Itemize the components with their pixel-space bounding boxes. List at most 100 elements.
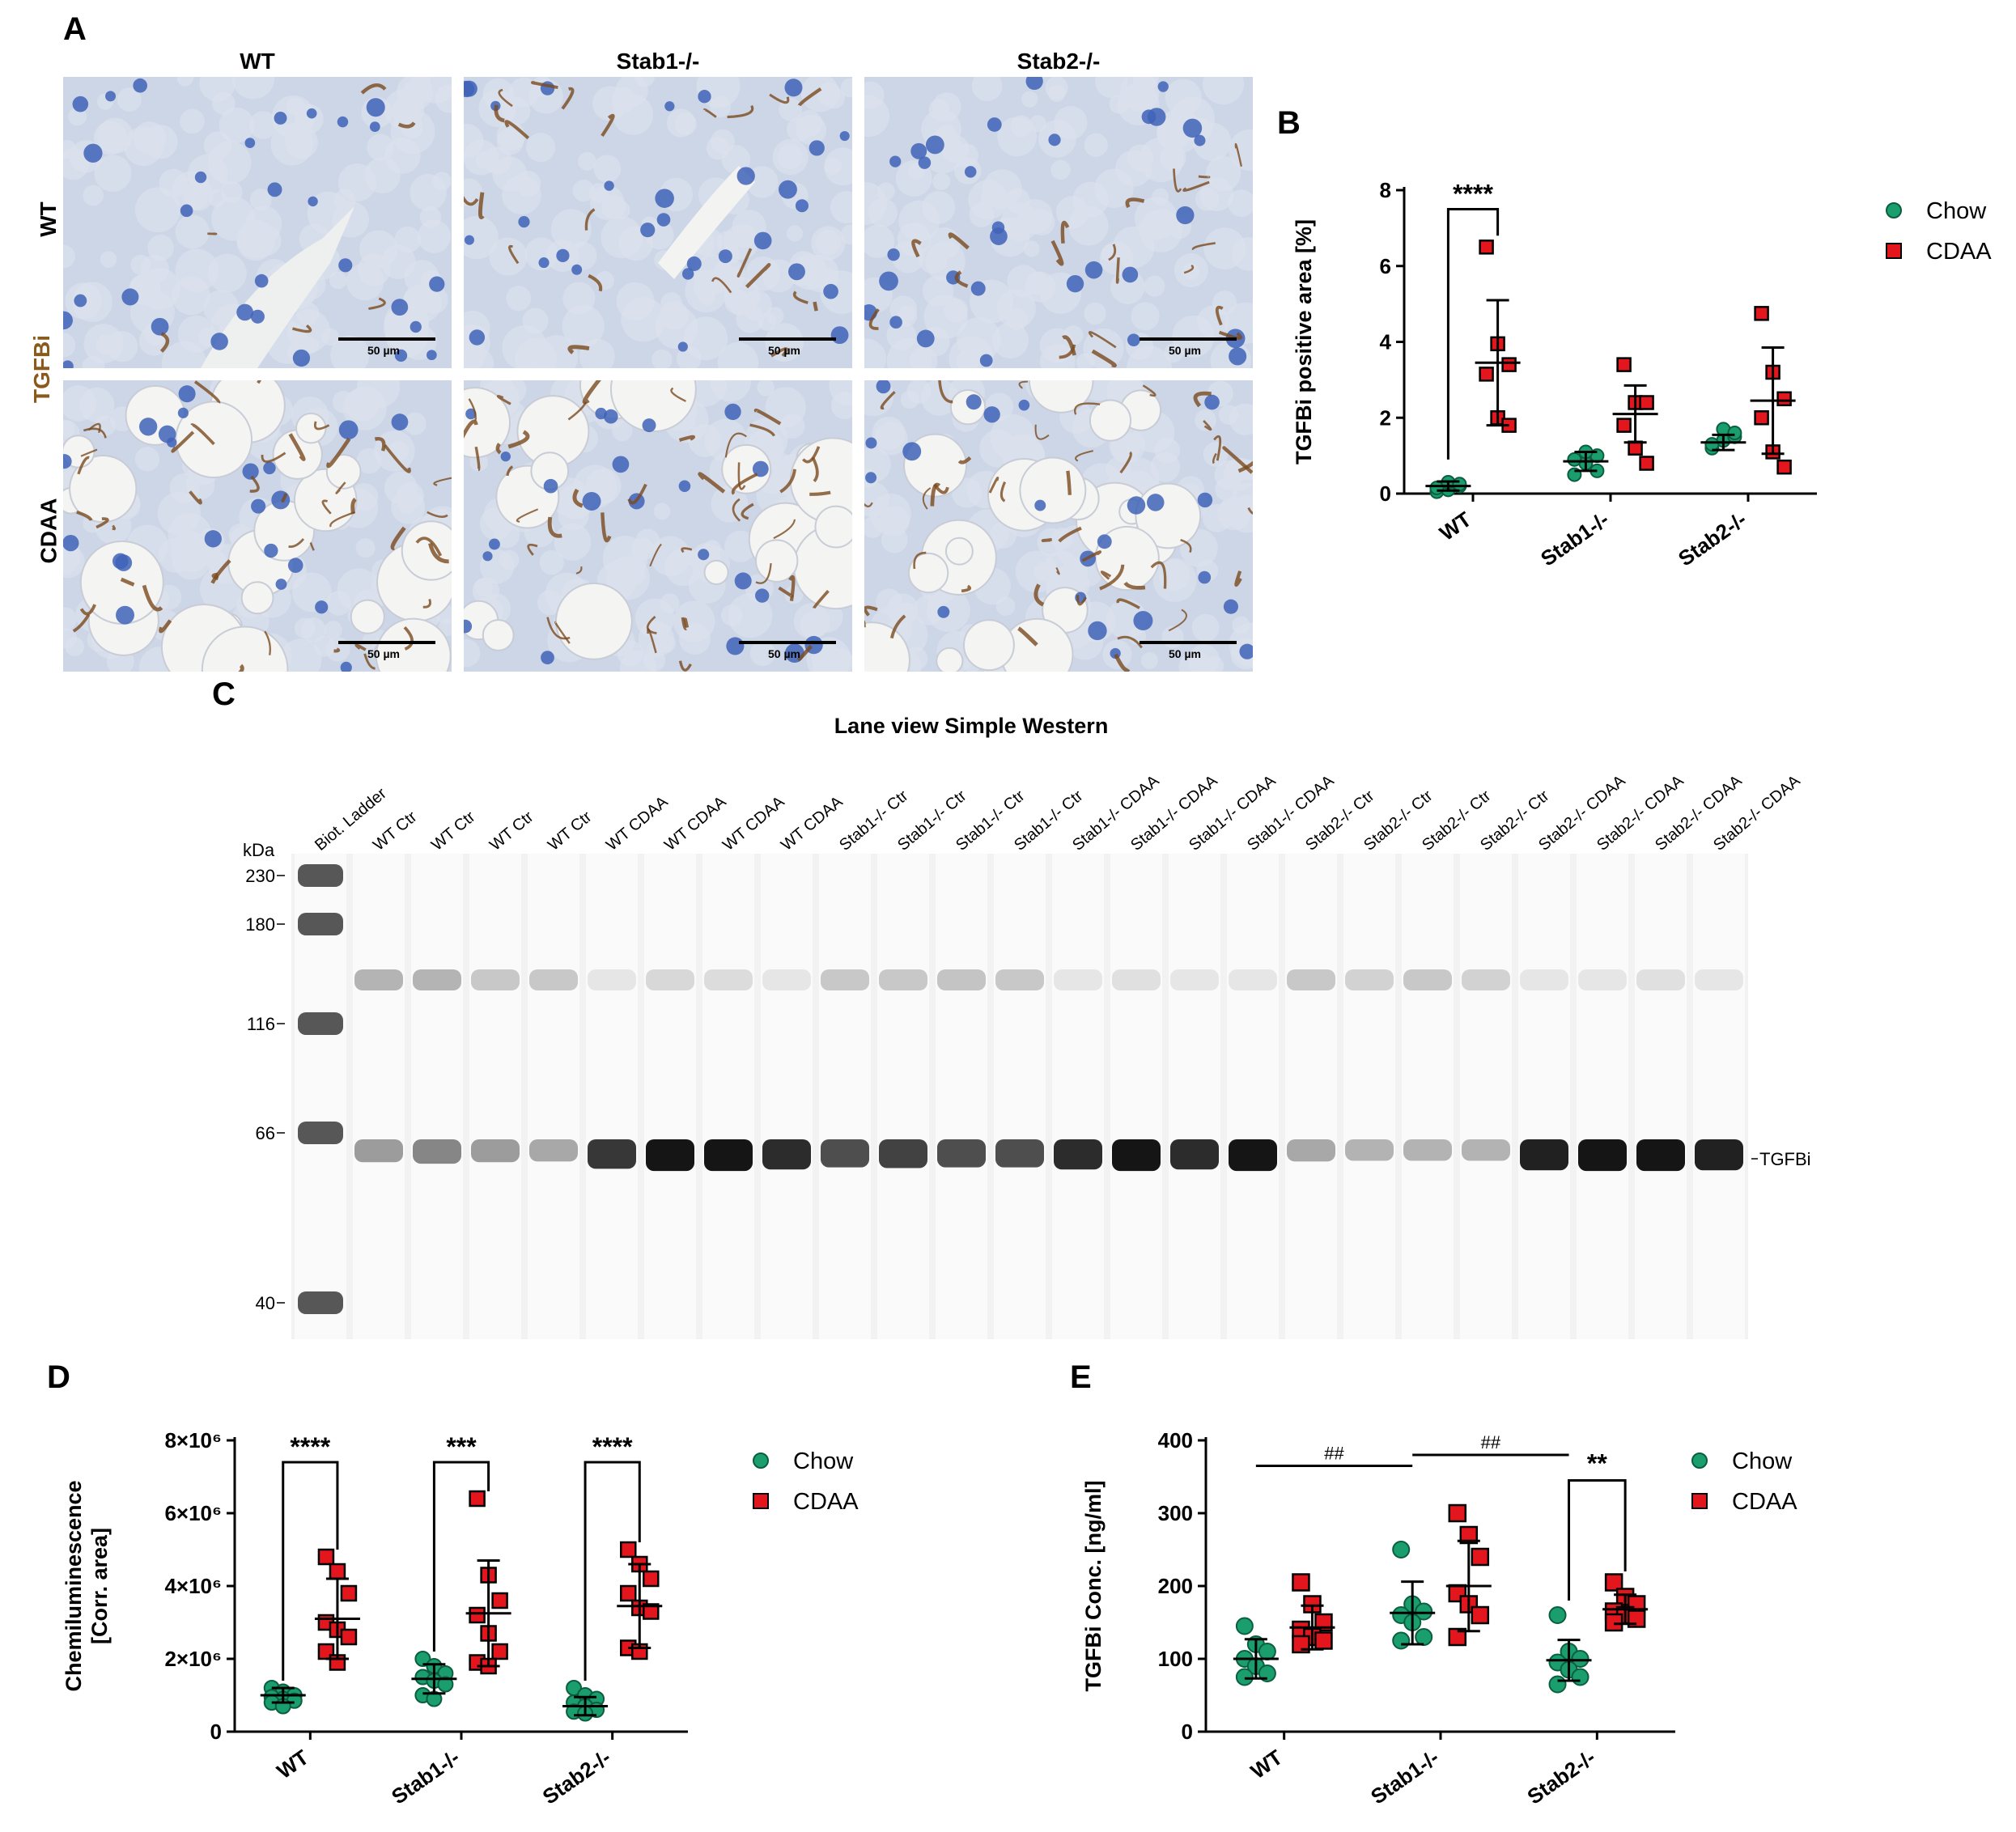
nucleus <box>1182 118 1203 138</box>
upper-band <box>995 969 1044 990</box>
nucleus <box>990 227 1008 245</box>
cytoplasm-texture <box>295 302 320 325</box>
nucleus <box>1018 399 1030 411</box>
panel-a-column-title-wt: WT <box>240 49 275 74</box>
nucleus <box>1066 274 1084 293</box>
data-point-chow <box>414 1651 431 1667</box>
cytoplasm-texture <box>140 254 169 284</box>
lane <box>644 854 696 1339</box>
x-tick-label: WT <box>272 1745 312 1783</box>
cytoplasm-texture <box>830 191 852 224</box>
upper-band <box>821 969 869 990</box>
tgfbi-stain <box>584 208 596 231</box>
lane <box>1285 854 1337 1339</box>
cytoplasm-texture <box>464 639 481 668</box>
cytoplasm-texture <box>666 108 695 138</box>
nucleus <box>244 138 256 148</box>
data-point-cdaa <box>1754 306 1769 321</box>
cytoplasm-texture <box>1109 94 1129 114</box>
cytoplasm-texture <box>63 385 97 422</box>
nucleus <box>1157 81 1169 92</box>
tgfbi-stain <box>933 483 949 494</box>
nucleus <box>595 407 607 420</box>
cytoplasm-texture <box>957 350 979 368</box>
kda-label-66: 66 <box>256 1123 275 1143</box>
nucleus <box>292 349 311 367</box>
cytoplasm-texture <box>72 282 112 323</box>
tgfbi-stain <box>957 456 972 464</box>
nucleus <box>779 180 797 199</box>
scale-bar-label: 50 µm <box>768 344 800 357</box>
nucleus <box>72 95 89 112</box>
cytoplasm-texture <box>868 197 898 227</box>
tgfbi-stain <box>1125 197 1145 209</box>
upper-band <box>1112 969 1161 990</box>
data-point-chow <box>1235 1617 1254 1635</box>
lipid-vacuole <box>69 454 138 524</box>
tgfbi-stain <box>288 538 305 549</box>
cytoplasm-texture <box>928 99 950 121</box>
cytoplasm-texture <box>248 111 278 139</box>
cytoplasm-texture <box>796 114 826 146</box>
data-point-cdaa <box>329 1563 346 1580</box>
cytoplasm-texture <box>1039 328 1075 363</box>
cytoplasm-texture <box>864 338 886 368</box>
cytoplasm-texture <box>811 226 846 261</box>
cytoplasm-texture <box>736 304 764 333</box>
nucleus <box>983 406 1000 423</box>
tgfbi-stain <box>702 108 717 118</box>
tgfbi-stain <box>478 192 485 219</box>
cytoplasm-texture <box>207 253 247 293</box>
cytoplasm-texture <box>840 78 852 98</box>
cytoplasm-texture <box>220 180 243 203</box>
legend-marker-cdaa <box>1691 1493 1708 1509</box>
cytoplasm-texture <box>921 380 958 416</box>
upper-band <box>1345 969 1394 990</box>
tgfbi-stain <box>646 616 657 634</box>
nucleus <box>876 380 891 394</box>
cytoplasm-texture <box>979 429 1017 468</box>
cytoplasm-texture <box>157 491 202 536</box>
y-tick-label: 8 <box>1380 178 1391 202</box>
nucleus <box>488 538 500 550</box>
tgfbi-stain <box>954 270 969 288</box>
lipid-vacuole <box>175 401 253 479</box>
cytoplasm-texture <box>1106 599 1147 639</box>
tgfbi-stain <box>210 559 231 584</box>
cytoplasm-texture <box>350 482 379 511</box>
y-tick-label: 4×10⁶ <box>164 1574 222 1598</box>
cytoplasm-texture <box>1076 353 1095 368</box>
tgfbi-stain <box>281 493 288 503</box>
ladder-band <box>298 864 343 887</box>
cytoplasm-texture <box>231 77 275 100</box>
nucleus <box>916 329 935 348</box>
data-point-cdaa <box>1776 391 1792 407</box>
nucleus <box>465 408 477 420</box>
tgfbi-stain <box>1247 507 1253 515</box>
tgfbi-stain <box>190 423 215 446</box>
cytoplasm-texture <box>1050 159 1071 180</box>
tgfbi-stain <box>1237 460 1253 473</box>
tgfbi-stain <box>422 598 431 609</box>
tgfbi-stain <box>1017 626 1038 647</box>
nucleus <box>1229 347 1247 366</box>
nucleus <box>337 116 349 128</box>
tgfbi-stain <box>1193 391 1212 408</box>
cytoplasm-texture <box>1228 189 1253 218</box>
tgfbi-stain <box>261 452 286 463</box>
nucleus <box>698 90 711 104</box>
tgfbi-band <box>1345 1139 1394 1161</box>
nucleus <box>315 600 329 614</box>
tgfbi-stain <box>889 614 906 639</box>
tgfbi-stain <box>79 604 96 616</box>
nucleus <box>736 167 755 185</box>
data-point-cdaa <box>1292 1573 1310 1592</box>
nucleus <box>604 180 614 191</box>
cytoplasm-texture <box>147 234 174 261</box>
cytoplasm-texture <box>249 189 272 211</box>
tgfbi-stain <box>506 465 514 477</box>
cytoplasm-texture <box>300 617 326 643</box>
tgfbi-stain <box>681 547 693 553</box>
tgfbi-stain <box>1108 244 1117 261</box>
nucleus <box>210 333 228 350</box>
